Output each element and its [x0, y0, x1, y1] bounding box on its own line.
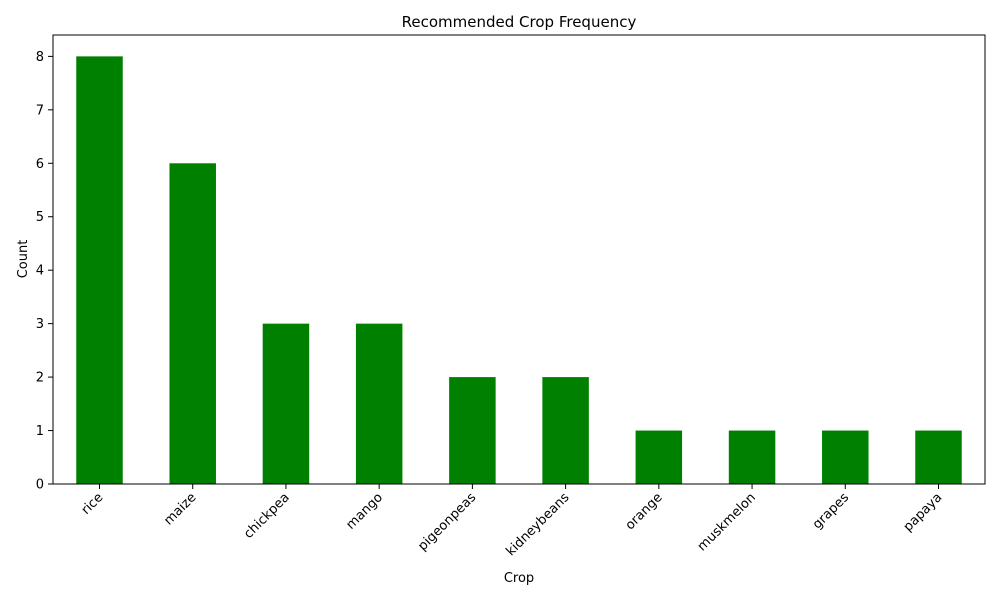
- x-tick-label-papaya: papaya: [901, 490, 946, 535]
- bar-pigeonpeas: [449, 377, 496, 484]
- y-tick-label: 4: [36, 264, 44, 279]
- x-axis: rice maize chickpea mango pigeonpeas kidneybe…: [79, 484, 946, 559]
- x-tick-label-kidneybeans: kidneybeans: [503, 490, 572, 559]
- bar-kidneybeans: [542, 377, 589, 484]
- y-tick-label: 0: [36, 478, 44, 493]
- bars-layer: [76, 56, 962, 485]
- bar-papaya: [915, 430, 962, 484]
- x-axis-title: Crop: [504, 571, 534, 586]
- y-tick-label: 7: [36, 103, 44, 118]
- y-tick-label: 1: [36, 424, 44, 439]
- x-tick-label-muskmelon: muskmelon: [695, 490, 759, 554]
- y-tick-label: 2: [36, 371, 44, 386]
- bar-muskmelon: [728, 430, 776, 484]
- y-tick-label: 5: [36, 210, 44, 225]
- x-tick-label-pigeonpeas: pigeonpeas: [415, 490, 479, 554]
- y-tick-label: 8: [36, 50, 44, 65]
- bar-rice: [76, 56, 123, 484]
- plot-frame: [52, 34, 986, 485]
- y-axis: 0 1 2 3 4 5 6 7 8: [36, 50, 53, 493]
- bar-chickpea: [262, 323, 310, 484]
- bar-grapes: [822, 430, 869, 484]
- bar-orange: [635, 430, 683, 484]
- x-tick-label-rice: rice: [79, 490, 107, 518]
- y-tick-label: 3: [36, 317, 44, 332]
- y-tick-label: 6: [36, 157, 44, 172]
- x-tick-label-chickpea: chickpea: [241, 490, 293, 542]
- chart-title: Recommended Crop Frequency: [402, 13, 637, 31]
- x-tick-label-maize: maize: [161, 490, 199, 528]
- x-tick-label-grapes: grapes: [810, 490, 852, 532]
- x-tick-label-mango: mango: [344, 490, 387, 533]
- bar-mango: [355, 323, 403, 484]
- bar-maize: [169, 163, 216, 485]
- y-axis-title: Count: [16, 240, 31, 279]
- x-tick-label-orange: orange: [623, 490, 666, 533]
